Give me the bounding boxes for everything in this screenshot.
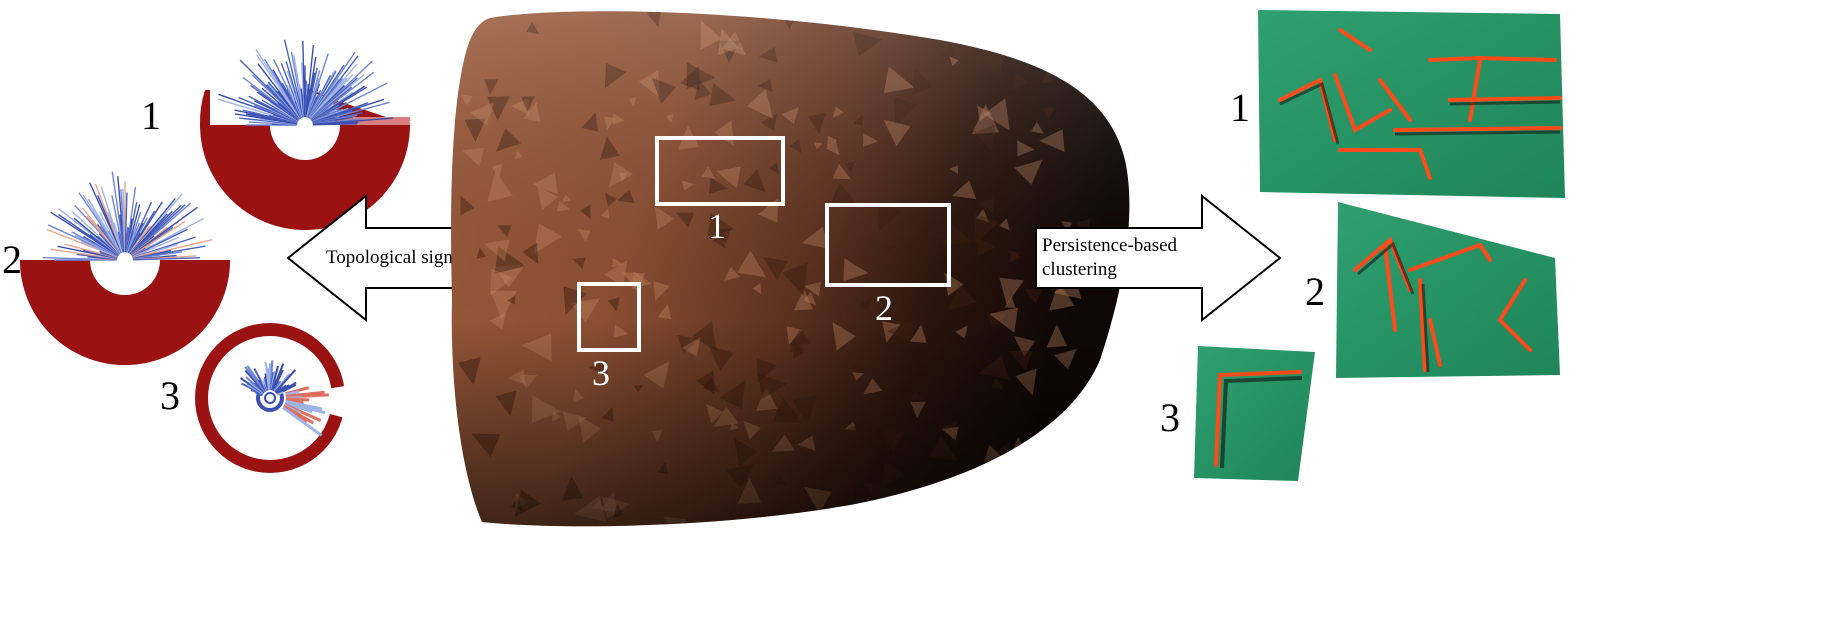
signatures-panel: 1 2 3 bbox=[0, 0, 420, 619]
cluster-3-patch bbox=[1194, 346, 1315, 481]
tablet-image bbox=[451, 11, 1130, 527]
cluster-2-patch bbox=[1336, 202, 1560, 378]
region-box-2[interactable] bbox=[825, 203, 951, 287]
clusters-panel: 1 2 3 bbox=[1160, 0, 1821, 619]
right-arrow-label-line2: clustering bbox=[1042, 259, 1117, 280]
region-2-label: 2 bbox=[875, 288, 893, 328]
region-box-3[interactable] bbox=[577, 282, 641, 352]
signature-3-label: 3 bbox=[160, 373, 180, 418]
signature-1-label: 1 bbox=[141, 93, 161, 138]
cluster-patches bbox=[1194, 10, 1565, 481]
signature-glyphs bbox=[20, 39, 410, 473]
cuneiform-tablet: 1 2 3 bbox=[420, 0, 1150, 540]
region-1-label: 1 bbox=[708, 206, 726, 246]
cluster-3-label: 3 bbox=[1160, 395, 1180, 440]
signature-2-label: 2 bbox=[2, 237, 22, 282]
region-box-1[interactable] bbox=[655, 136, 785, 206]
right-arrow-label-line1: Persistence-based bbox=[1042, 235, 1178, 256]
cluster-2-label: 2 bbox=[1305, 269, 1325, 314]
right-arrow: Persistence-based clustering bbox=[1034, 194, 1282, 322]
cluster-1-label: 1 bbox=[1230, 85, 1250, 130]
signature-2-glyph bbox=[20, 171, 230, 365]
signature-3-glyph bbox=[195, 323, 345, 473]
region-3-label: 3 bbox=[592, 353, 610, 393]
signature-1-glyph bbox=[199, 39, 410, 230]
cluster-1-patch bbox=[1258, 10, 1565, 198]
